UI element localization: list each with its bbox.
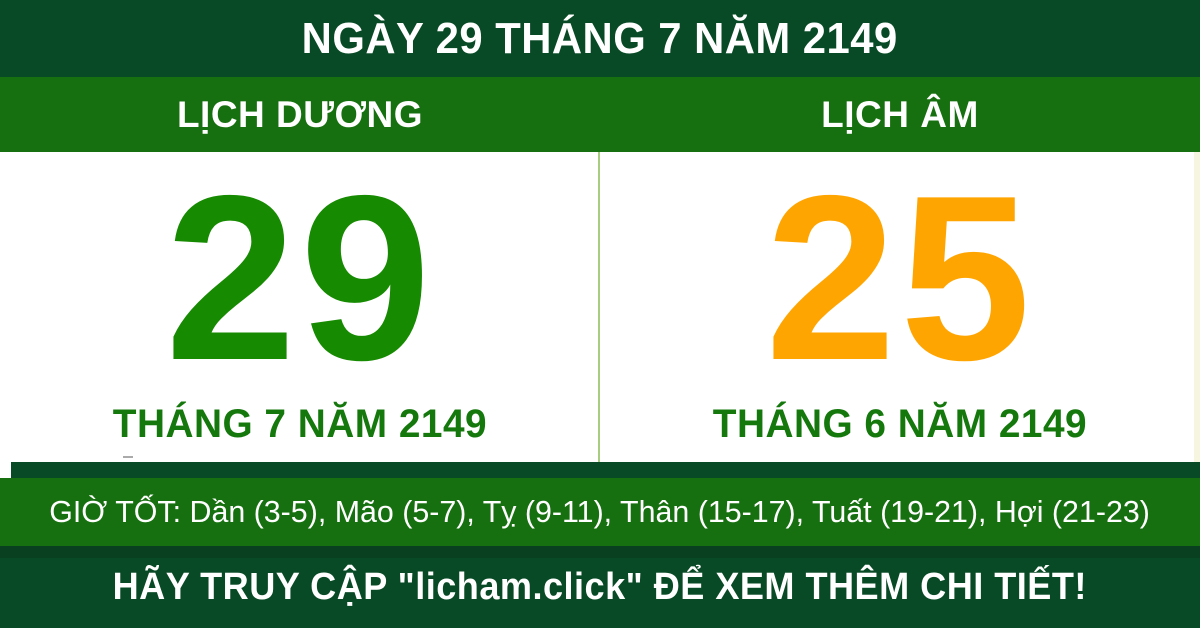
bottom-divider-strip xyxy=(11,462,1200,478)
solar-calendar-column: 29 THÁNG 7 NĂM 2149 xyxy=(0,152,600,478)
lunar-month-year: THÁNG 6 NĂM 2149 xyxy=(712,402,1088,446)
lunar-calendar-label: LỊCH ÂM xyxy=(821,93,979,135)
date-title: NGÀY 29 THÁNG 7 NĂM 2149 xyxy=(301,13,899,63)
good-hours-bar: GIỜ TỐT: Dần (3-5), Mão (5-7), Tỵ (9-11)… xyxy=(0,478,1200,546)
small-dash xyxy=(123,456,133,458)
solar-calendar-label: LỊCH DƯƠNG xyxy=(176,93,424,135)
lunar-calendar-column: 25 THÁNG 6 NĂM 2149 xyxy=(600,152,1200,478)
header-bar: NGÀY 29 THÁNG 7 NĂM 2149 xyxy=(0,0,1200,77)
calendar-labels-band: LỊCH DƯƠNG LỊCH ÂM xyxy=(0,77,1200,152)
column-divider xyxy=(598,152,600,462)
footer-top-shadow xyxy=(0,546,1200,558)
solar-day-number: 29 xyxy=(165,145,435,409)
footer-bar: HÃY TRUY CẬP "licham.click" ĐỂ XEM THÊM … xyxy=(0,546,1200,628)
calendar-body: 29 THÁNG 7 NĂM 2149 25 THÁNG 6 NĂM 2149 xyxy=(0,152,1200,478)
right-edge-strip xyxy=(1194,152,1200,462)
good-hours-text: GIỜ TỐT: Dần (3-5), Mão (5-7), Tỵ (9-11)… xyxy=(49,494,1151,529)
lunar-day-number: 25 xyxy=(765,145,1035,409)
solar-month-year: THÁNG 7 NĂM 2149 xyxy=(112,402,488,446)
footer-promo-text: HÃY TRUY CẬP "licham.click" ĐỂ XEM THÊM … xyxy=(112,565,1088,608)
